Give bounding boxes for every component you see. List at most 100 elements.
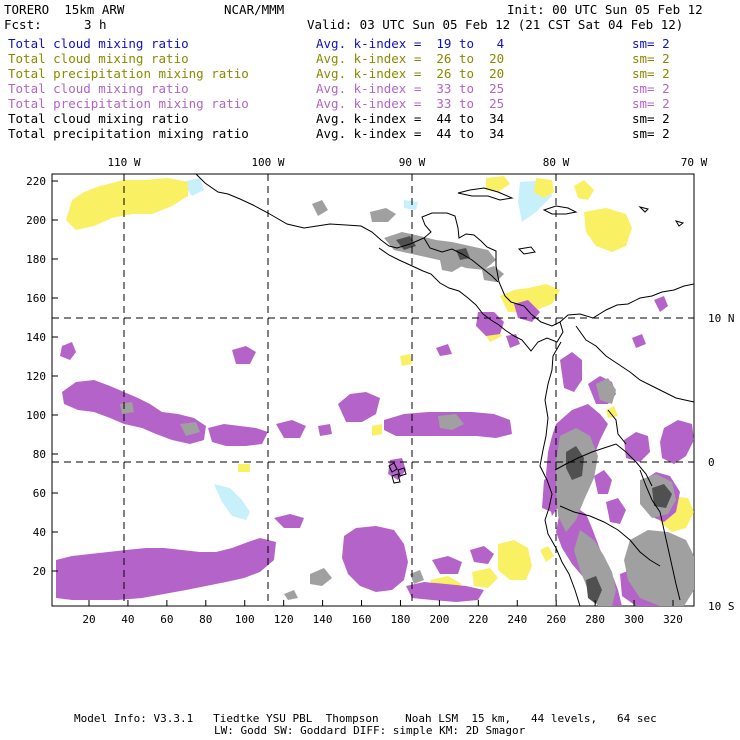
y-tick-label: 100	[26, 409, 46, 422]
purple-field-area	[338, 392, 380, 422]
gray-field-area	[370, 208, 396, 222]
model-info: Model Info: V3.3.1 Tiedtke YSU PBL Thomp…	[74, 712, 657, 725]
purple-field-area	[276, 420, 306, 438]
y-tick-label: 80	[33, 448, 46, 461]
gray-field-area	[312, 200, 328, 216]
legend-smoothing: sm= 2	[632, 66, 670, 81]
purple-field-area	[208, 424, 268, 446]
yellow-field-area	[486, 176, 510, 192]
y-tick-label: 60	[33, 487, 46, 500]
y-tick-label: 160	[26, 292, 46, 305]
purple-field-area	[470, 546, 494, 564]
legend-kindex: Avg. k-index = 33 to 25	[316, 96, 505, 111]
longitude-label: 100 W	[251, 156, 284, 169]
yellow-field-area	[400, 354, 412, 366]
axis-ticks	[52, 180, 674, 606]
dark-gray-field-area	[586, 576, 602, 604]
y-tick-label: 220	[26, 175, 46, 188]
legend-field: Total cloud mixing ratio	[8, 51, 189, 66]
legend-smoothing: sm= 2	[632, 51, 670, 66]
organization: NCAR/MMM	[224, 2, 285, 17]
purple-field-area	[560, 352, 582, 392]
physics-info: LW: Godd SW: Goddard DIFF: simple KM: 2D…	[214, 724, 526, 737]
yellow-field-area	[372, 424, 382, 436]
y-tick-label: 200	[26, 214, 46, 227]
gray-field-area	[410, 570, 424, 584]
x-tick-label: 40	[121, 613, 134, 626]
purple-field-area	[342, 526, 408, 592]
legend-field: Total precipitation mixing ratio	[8, 96, 249, 111]
init-time: Init: 00 UTC Sun 05 Feb 12	[507, 2, 703, 17]
x-tick-label: 180	[391, 613, 411, 626]
legend-smoothing: sm= 2	[632, 126, 670, 141]
gray-field-area	[574, 530, 616, 606]
purple-field-area	[594, 470, 612, 494]
x-tick-label: 240	[507, 613, 527, 626]
light-blue-field-area	[404, 200, 418, 210]
y-tick-label: 40	[33, 526, 46, 539]
valid-time: Valid: 03 UTC Sun 05 Feb 12 (21 CST Sat …	[307, 17, 684, 32]
gray-field-area	[596, 378, 616, 404]
legend-smoothing: sm= 2	[632, 36, 670, 51]
dark-gray-field-area	[652, 484, 672, 508]
x-tick-label: 60	[160, 613, 173, 626]
longitude-label: 110 W	[107, 156, 140, 169]
legend-kindex: Avg. k-index = 26 to 20	[316, 51, 505, 66]
dark-gray-field-area	[396, 236, 416, 250]
legend-kindex: Avg. k-index = 44 to 34	[316, 126, 505, 141]
yellow-field-area	[498, 540, 532, 580]
model-title: TORERO 15km ARW	[4, 2, 125, 17]
legend-smoothing: sm= 2	[632, 96, 670, 111]
purple-field-area	[660, 420, 694, 464]
legend-kindex: Avg. k-index = 19 to 4	[316, 36, 505, 51]
legend-field: Total cloud mixing ratio	[8, 81, 189, 96]
yellow-field-area	[534, 178, 554, 198]
purple-field-area	[606, 498, 626, 524]
purple-field-area	[432, 556, 462, 574]
legend-kindex: Avg. k-index = 26 to 20	[316, 66, 505, 81]
gray-field-area	[120, 402, 134, 414]
y-tick-label: 180	[26, 253, 46, 266]
x-tick-label: 280	[585, 613, 605, 626]
axis-labels: 20 40 60 80 100 120 140 160 180 200 220 240 260 280 30…	[26, 156, 734, 626]
x-tick-label: 320	[663, 613, 683, 626]
x-tick-label: 80	[199, 613, 212, 626]
purple-field-area	[318, 424, 332, 436]
yellow-field-area	[584, 208, 632, 252]
legend-smoothing: sm= 2	[632, 81, 670, 96]
gray-field-area	[284, 590, 298, 600]
gray-field-area	[438, 414, 464, 430]
x-tick-label: 300	[624, 613, 644, 626]
legend-kindex: Avg. k-index = 44 to 34	[316, 111, 505, 126]
y-tick-label: 140	[26, 331, 46, 344]
legend-field: Total precipitation mixing ratio	[8, 126, 249, 141]
gray-field-area	[310, 568, 332, 586]
x-tick-label: 100	[235, 613, 255, 626]
yellow-field-area	[472, 568, 498, 588]
latitude-label: 10 N	[708, 312, 735, 325]
yellow-field-area	[66, 178, 188, 230]
x-tick-label: 160	[352, 613, 372, 626]
legend-kindex: Avg. k-index = 33 to 25	[316, 81, 505, 96]
purple-field-area	[436, 344, 452, 356]
field-shading	[56, 176, 694, 606]
purple-field-area	[56, 538, 276, 600]
latitude-label: 0	[708, 456, 715, 469]
purple-field-area	[60, 342, 76, 360]
longitude-label: 70 W	[681, 156, 708, 169]
legend-field: Total precipitation mixing ratio	[8, 66, 249, 81]
purple-field-area	[624, 432, 650, 462]
legend-smoothing: sm= 2	[632, 111, 670, 126]
yellow-field-area	[540, 546, 554, 562]
x-tick-label: 120	[274, 613, 294, 626]
longitude-label: 80 W	[543, 156, 570, 169]
purple-field-area	[406, 582, 484, 602]
x-tick-label: 200	[429, 613, 449, 626]
y-tick-label: 20	[33, 565, 46, 578]
graticule	[52, 174, 694, 606]
purple-field-area	[654, 296, 668, 312]
coastlines	[195, 173, 695, 607]
latitude-label: 10 S	[708, 600, 735, 613]
forecast-value: 3 h	[84, 17, 107, 32]
legend-field: Total cloud mixing ratio	[8, 111, 189, 126]
